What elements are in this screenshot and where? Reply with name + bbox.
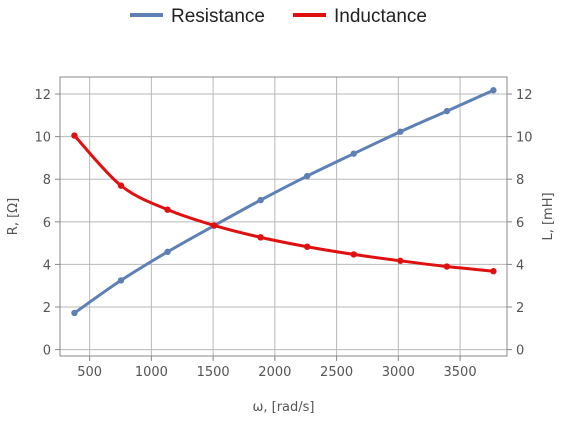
resistance-point [257, 196, 264, 204]
resistance-point [490, 87, 497, 94]
inductance-point [164, 206, 171, 213]
inductance-point [397, 257, 404, 264]
inductance-point [304, 243, 311, 250]
inductance-point [71, 132, 78, 139]
plot-frame [59, 76, 508, 357]
legend-label-resistance: Resistance [171, 6, 265, 27]
x-tick-label: 3000 [382, 365, 415, 380]
y-left-axis-label: R, [Ω] [6, 198, 21, 235]
inductance-point [117, 182, 125, 189]
series-inductance [71, 132, 497, 275]
inductance-point [443, 263, 451, 270]
inductance-point [350, 251, 357, 258]
x-tick-label: 1000 [135, 365, 168, 380]
inductance-line [72, 134, 495, 273]
inductance-point [490, 268, 497, 275]
legend: Resistance Inductance [130, 6, 427, 27]
grid [60, 77, 507, 356]
y-right-tick-label: 0 [516, 344, 524, 359]
resistance-point [304, 172, 311, 180]
y-right-axis-label: L, [mH] [541, 192, 556, 240]
y-right-tick-label: 2 [516, 301, 524, 316]
y-right-tick-label: 6 [516, 216, 524, 231]
series-resistance [71, 87, 497, 317]
resistance-line [72, 88, 495, 315]
resistance-point [164, 248, 171, 256]
series [71, 87, 497, 317]
y-right-tick-label: 10 [516, 131, 533, 146]
y-left-tick-label: 8 [43, 173, 51, 188]
y-right-tick-label: 4 [516, 258, 524, 273]
inductance-point [210, 222, 218, 229]
y-left-tick-label: 10 [34, 131, 51, 146]
resistance-point [350, 150, 357, 157]
y-left-tick-label: 6 [43, 216, 51, 231]
y-left-tick-label: 2 [43, 301, 51, 316]
y-left-tick-label: 0 [43, 344, 51, 359]
x-tick-label: 1500 [197, 365, 230, 380]
resistance-point [117, 277, 125, 284]
y-left-tick-label: 4 [43, 258, 51, 273]
x-axis-label: ω, [rad/s] [252, 400, 314, 415]
inductance-point [257, 234, 264, 241]
legend-label-inductance: Inductance [334, 6, 427, 27]
x-tick-label: 2500 [320, 365, 353, 380]
y-left-tick-label: 12 [34, 88, 51, 103]
x-tick-label: 3500 [444, 365, 477, 380]
resistance-point [443, 107, 451, 115]
x-tick-label: 2000 [258, 365, 291, 380]
y-right-tick-label: 8 [516, 173, 524, 188]
resistance-point [397, 128, 404, 135]
ticks: 500 1000 1500 2000 2500 3000 3500 0 0 2 2 4 4 6 6 8 8 10 1… [34, 88, 532, 380]
resistance-point [71, 309, 78, 317]
y-right-tick-label: 12 [516, 88, 533, 103]
x-tick-label: 500 [77, 365, 102, 380]
